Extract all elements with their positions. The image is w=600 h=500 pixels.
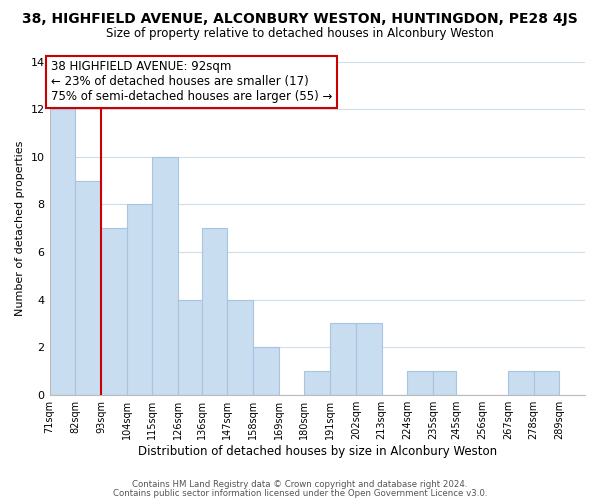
Bar xyxy=(101,228,127,394)
Text: Contains public sector information licensed under the Open Government Licence v3: Contains public sector information licen… xyxy=(113,488,487,498)
Bar xyxy=(433,371,457,394)
Bar xyxy=(253,347,278,395)
Bar xyxy=(356,324,382,394)
Bar xyxy=(75,180,101,394)
Bar xyxy=(407,371,433,394)
X-axis label: Distribution of detached houses by size in Alconbury Weston: Distribution of detached houses by size … xyxy=(138,444,497,458)
Bar xyxy=(227,300,253,394)
Bar xyxy=(533,371,559,394)
Text: Size of property relative to detached houses in Alconbury Weston: Size of property relative to detached ho… xyxy=(106,28,494,40)
Y-axis label: Number of detached properties: Number of detached properties xyxy=(15,140,25,316)
Text: 38 HIGHFIELD AVENUE: 92sqm
← 23% of detached houses are smaller (17)
75% of semi: 38 HIGHFIELD AVENUE: 92sqm ← 23% of deta… xyxy=(51,60,332,104)
Bar xyxy=(304,371,330,394)
Bar xyxy=(330,324,356,394)
Bar xyxy=(127,204,152,394)
Bar xyxy=(152,156,178,394)
Bar xyxy=(178,300,202,394)
Text: 38, HIGHFIELD AVENUE, ALCONBURY WESTON, HUNTINGDON, PE28 4JS: 38, HIGHFIELD AVENUE, ALCONBURY WESTON, … xyxy=(22,12,578,26)
Bar xyxy=(508,371,533,394)
Bar xyxy=(202,228,227,394)
Bar xyxy=(50,109,75,395)
Text: Contains HM Land Registry data © Crown copyright and database right 2024.: Contains HM Land Registry data © Crown c… xyxy=(132,480,468,489)
